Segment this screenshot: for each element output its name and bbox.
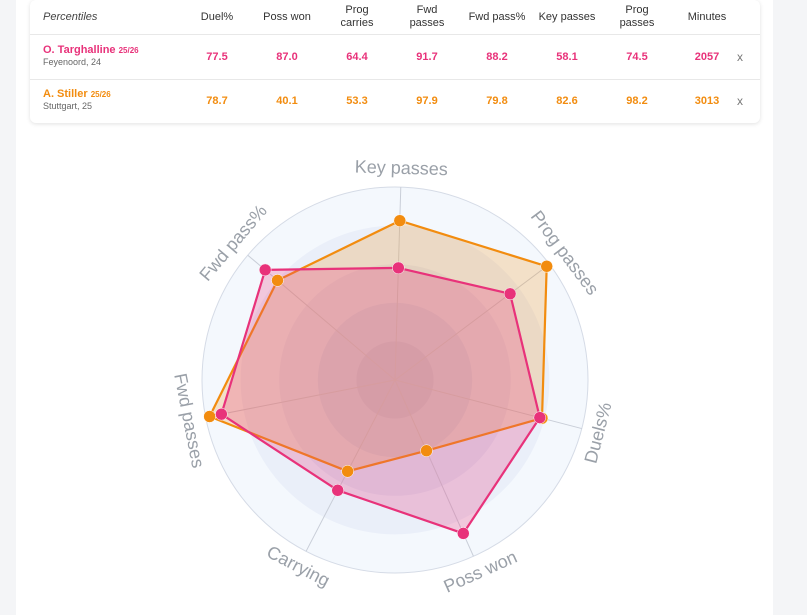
value-duel-pct: 77.5	[206, 51, 228, 63]
data-point	[331, 484, 344, 497]
value-key-passes: 58.1	[556, 51, 578, 63]
player-club: Feyenoord, 24	[43, 57, 102, 67]
value-minutes: 3013	[694, 95, 720, 107]
table-row: A. Stiller 25/26 Stuttgart, 25 78.7 40.1…	[30, 79, 760, 123]
header-duel-pct: Duel%	[200, 10, 234, 23]
player-club: Stuttgart, 25	[43, 101, 93, 111]
table-row: O. Targhalline 25/26 Feyenoord, 24 77.5 …	[30, 35, 760, 80]
player-name-text: A. Stiller	[43, 88, 88, 100]
value-duel-pct: 78.7	[206, 95, 228, 107]
data-point	[271, 274, 284, 287]
player-season: 25/26	[90, 90, 111, 99]
header-poss-won: Poss won	[263, 10, 311, 23]
value-key-passes: 82.6	[556, 95, 578, 107]
data-point	[457, 527, 470, 540]
radar-spoke	[394, 379, 582, 430]
data-point	[392, 261, 405, 275]
player-name: O. Targhalline 25/26	[43, 44, 139, 56]
radar-spoke	[205, 379, 396, 418]
data-point	[215, 407, 228, 421]
header-prog-passes-label: Prog passes	[619, 4, 655, 29]
remove-player-button[interactable]: x	[737, 50, 743, 64]
data-point	[203, 410, 216, 423]
radar-spoke	[394, 263, 550, 381]
header-fwd-pass-pct: Fwd pass%	[468, 10, 526, 23]
header-percentiles: Percentiles	[43, 10, 98, 23]
header-prog-passes: Prog passes	[602, 0, 672, 34]
data-point	[540, 260, 553, 273]
player-name-text: O. Targhalline	[43, 44, 116, 56]
header-key-passes: Key passes	[538, 10, 596, 23]
player-name: A. Stiller 25/26	[43, 88, 111, 100]
value-minutes: 2057	[694, 51, 720, 63]
table-header: Percentiles Duel% Poss won Prog carries …	[30, 0, 760, 35]
value-prog-passes: 98.2	[626, 95, 648, 107]
radar-spoke	[247, 254, 396, 381]
value-prog-carries: 53.3	[346, 95, 368, 107]
axis-label: Key passes	[355, 156, 449, 179]
player-season: 25/26	[118, 46, 139, 55]
series-area-targhalline	[220, 266, 541, 535]
value-poss-won: 87.0	[276, 51, 298, 63]
header-prog-carries: Prog carries	[322, 0, 392, 34]
data-point	[503, 287, 517, 301]
value-fwd-passes: 91.7	[416, 51, 438, 63]
value-poss-won: 40.1	[276, 95, 298, 107]
header-fwd-passes-label: Fwd passes	[409, 4, 445, 29]
header-minutes: Minutes	[687, 10, 727, 23]
data-point	[420, 444, 433, 457]
data-point	[258, 263, 272, 277]
value-fwd-passes: 97.9	[416, 95, 438, 107]
data-point	[393, 214, 407, 227]
header-fwd-passes: Fwd passes	[392, 0, 462, 34]
radar-spoke	[305, 379, 396, 552]
value-fwd-pass-pct: 79.8	[486, 95, 508, 107]
data-point	[341, 465, 354, 478]
value-prog-carries: 64.4	[346, 51, 368, 63]
radar-spoke	[394, 379, 474, 557]
remove-player-button[interactable]: x	[737, 94, 743, 108]
percentiles-table: Percentiles Duel% Poss won Prog carries …	[30, 0, 760, 123]
data-point	[533, 411, 547, 424]
header-prog-carries-label: Prog carries	[340, 4, 374, 29]
value-fwd-pass-pct: 88.2	[486, 51, 508, 63]
value-prog-passes: 74.5	[626, 51, 648, 63]
